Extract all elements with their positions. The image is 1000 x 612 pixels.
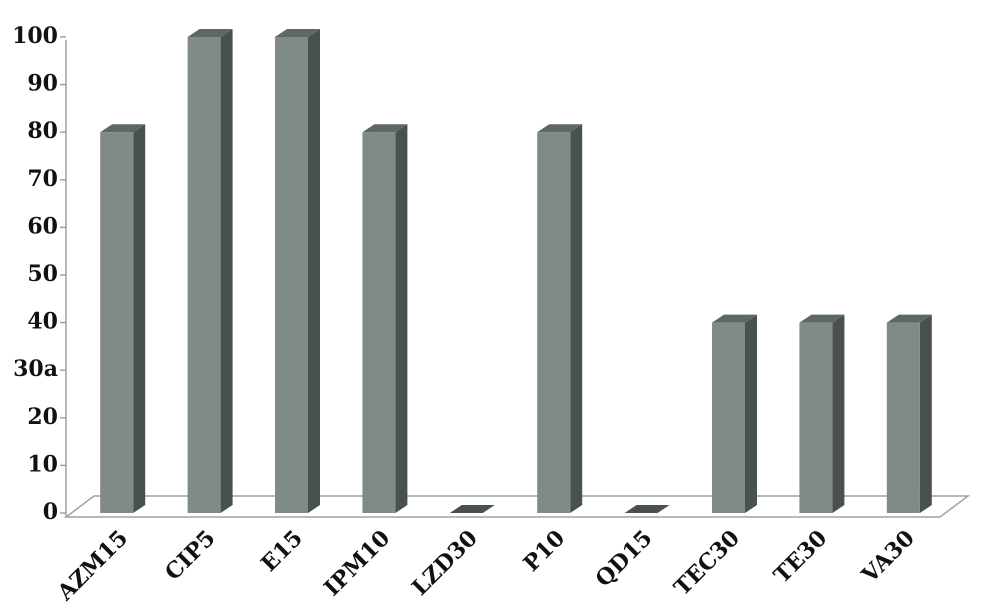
- y-tick-label: 20: [27, 404, 58, 430]
- bar-top: [799, 314, 845, 323]
- x-tick-label: LZD30: [407, 525, 483, 601]
- bar-top: [100, 124, 146, 133]
- x-tick-label: TEC30: [669, 525, 745, 601]
- bar: [275, 37, 308, 513]
- x-tick-label: E15: [256, 525, 308, 577]
- bar-side: [220, 29, 233, 513]
- y-tick-label: 50: [27, 261, 58, 287]
- y-tick-label: 30a: [13, 356, 58, 382]
- bar-top: [886, 314, 932, 323]
- bar-top: [362, 124, 408, 133]
- bar: [187, 37, 221, 513]
- x-tick-label: QD15: [591, 525, 658, 592]
- y-tick-label: 60: [27, 213, 58, 239]
- bar: [449, 505, 495, 513]
- bar: [624, 505, 670, 513]
- bar-side: [395, 124, 408, 513]
- y-tick-label: 0: [43, 499, 58, 525]
- bar-top: [537, 124, 583, 133]
- x-tick-label: VA30: [856, 525, 920, 589]
- bar: [100, 132, 134, 513]
- y-tick-label: 100: [12, 23, 58, 49]
- floor: [63, 495, 971, 518]
- bar-top: [275, 29, 320, 37]
- x-tick-label: TE30: [769, 525, 832, 588]
- y-tick-label: 70: [27, 166, 58, 192]
- x-tick-label: AZM15: [52, 525, 133, 606]
- bar-side: [832, 314, 845, 513]
- bar-side: [133, 124, 146, 513]
- bar-top: [712, 314, 757, 323]
- x-tick-label: IPM10: [319, 525, 395, 601]
- bar-top: [187, 29, 233, 37]
- bar-side: [308, 29, 320, 513]
- bar: [712, 322, 745, 513]
- bar-side: [570, 124, 583, 513]
- bar: [886, 322, 920, 513]
- bar-side: [745, 314, 757, 513]
- y-tick-label: 80: [27, 118, 58, 144]
- y-tick-label: 40: [27, 309, 58, 335]
- x-tick-label: P10: [518, 525, 570, 577]
- y-tick-label: 10: [27, 451, 58, 477]
- bar: [362, 132, 396, 513]
- y-tick-label: 90: [27, 71, 58, 97]
- bar-side: [919, 314, 932, 513]
- x-tick-label: CIP5: [160, 525, 221, 586]
- bar: [799, 322, 833, 513]
- bar: [537, 132, 571, 513]
